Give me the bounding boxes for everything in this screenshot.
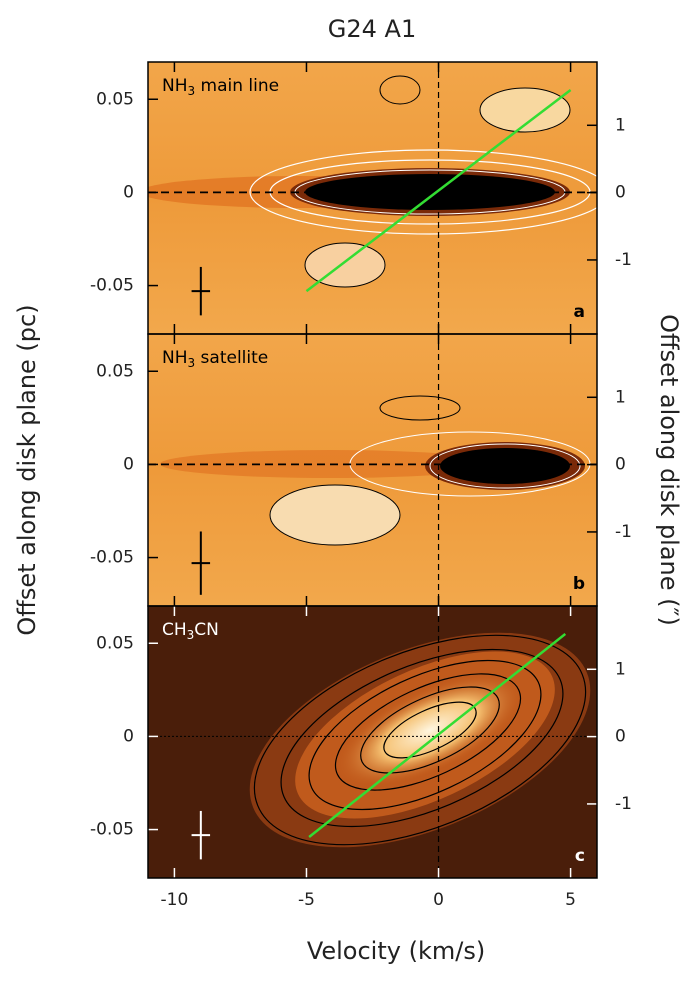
y-tick-label: -0.05 xyxy=(90,276,134,296)
panel-label-part: CN xyxy=(194,620,219,640)
panel-label: NH3 main line xyxy=(162,76,279,98)
panel-label: CH3CN xyxy=(162,620,219,642)
pv-image-b xyxy=(148,334,597,606)
panel-label-part: CH xyxy=(162,620,187,640)
y-tick-label: -0.05 xyxy=(90,820,134,840)
pv-image-a xyxy=(148,62,597,334)
y2-tick-label: -1 xyxy=(615,794,632,814)
panel-letter: a xyxy=(574,302,585,322)
x-tick-label: -10 xyxy=(161,890,189,910)
panel-label: NH3 satellite xyxy=(162,348,268,370)
y-tick-label: 0.05 xyxy=(96,361,134,381)
y-tick-label: -0.05 xyxy=(90,548,134,568)
y2-tick-label: 1 xyxy=(615,115,626,135)
panel-letter: b xyxy=(573,574,585,594)
figure-title: G24 A1 xyxy=(328,15,416,43)
panel-label-part: main line xyxy=(195,76,279,96)
fit-line xyxy=(308,632,567,838)
y2-tick-label: 1 xyxy=(615,659,626,679)
panel-letter: c xyxy=(575,846,585,866)
y2-tick-label: 0 xyxy=(615,183,626,203)
y2-axis-label: Offset along disk plane (″) xyxy=(655,314,683,626)
panel-label-part: NH xyxy=(162,76,188,96)
y-axis-label: Offset along disk plane (pc) xyxy=(13,304,41,635)
y2-tick-label: 0 xyxy=(615,455,626,475)
x-axis-label: Velocity (km/s) xyxy=(307,937,485,965)
y-tick-label: 0.05 xyxy=(96,89,134,109)
y2-tick-label: -1 xyxy=(615,250,632,270)
y-tick-label: 0.05 xyxy=(96,633,134,653)
pv-image-c xyxy=(148,606,597,878)
panel-label-part: 3 xyxy=(187,628,195,642)
panel-label-part: satellite xyxy=(195,348,268,368)
y2-tick-label: 0 xyxy=(615,727,626,747)
panel-frame xyxy=(147,605,598,879)
y2-tick-label: -1 xyxy=(615,522,632,542)
panel-label-part: 3 xyxy=(188,356,196,370)
x-tick-label: -5 xyxy=(298,890,315,910)
panel-label-part: 3 xyxy=(188,84,196,98)
x-tick-label: 0 xyxy=(433,890,444,910)
y-tick-label: 0 xyxy=(123,726,134,746)
y-tick-label: 0 xyxy=(123,182,134,202)
panel-label-part: NH xyxy=(162,348,188,368)
fit-line xyxy=(305,88,572,293)
y2-tick-label: 1 xyxy=(615,387,626,407)
y-tick-label: 0 xyxy=(123,454,134,474)
x-tick-label: 5 xyxy=(565,890,576,910)
